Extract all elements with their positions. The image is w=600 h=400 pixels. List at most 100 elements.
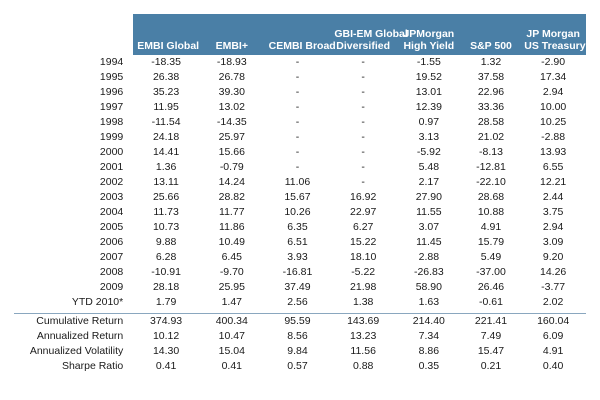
table-cell: -5.92 xyxy=(416,146,441,158)
row-label: Annualized Volatility xyxy=(29,345,124,357)
table-cell: 14.24 xyxy=(218,176,245,188)
table-cell: 26.46 xyxy=(477,281,505,293)
table-cell: - xyxy=(361,131,365,143)
table-cell: -2.90 xyxy=(541,56,566,68)
table-cell: -2.88 xyxy=(541,131,566,143)
table-cell: 28.68 xyxy=(477,191,505,203)
column-header: S&P 500 xyxy=(461,14,521,55)
summary-row: Annualized Return 10.12 10.47 8.56 13.23 7.34… xyxy=(14,329,586,344)
table-cell: 22.97 xyxy=(350,206,377,218)
table-cell: - xyxy=(295,56,300,68)
table-cell: 0.21 xyxy=(480,360,502,372)
row-label: 1995 xyxy=(99,71,124,83)
table-cell: -0.61 xyxy=(479,296,503,308)
row-label: 2008 xyxy=(99,266,124,278)
table-cell: 4.91 xyxy=(542,345,564,357)
table-cell: 13.11 xyxy=(153,176,179,188)
returns-table-container: EMBI Global EMBI+ CEMBI Broad GBI-EM Global… xyxy=(14,14,586,386)
table-cell: 3.13 xyxy=(418,131,440,143)
table-cell: 6.55 xyxy=(542,161,564,173)
table-cell: - xyxy=(361,56,365,68)
table-cell: -22.10 xyxy=(476,176,506,188)
table-cell: 2.88 xyxy=(418,251,440,263)
summary-row: Cumulative Return 374.93 400.34 95.59 143.69… xyxy=(14,313,586,329)
table-cell: - xyxy=(295,131,300,143)
table-cell: 10.88 xyxy=(477,206,505,218)
row-label: 1997 xyxy=(99,101,124,113)
table-row: 1999 24.18 25.97 - - 3.13 21.02 -2.88 xyxy=(14,130,586,145)
column-header: JPMorgan High Yield xyxy=(396,14,462,55)
column-header-line: US Treasury xyxy=(524,40,586,52)
table-cell: 1.63 xyxy=(418,296,440,308)
table-cell: 10.49 xyxy=(218,236,245,248)
column-header-line: GBI-EM Global xyxy=(334,28,408,40)
table-cell: 3.07 xyxy=(418,221,440,233)
column-header-line: JPMorgan xyxy=(403,28,455,40)
table-cell: 14.30 xyxy=(152,345,180,357)
table-cell: 11.95 xyxy=(153,101,179,113)
table-row: 2007 6.28 6.45 3.93 18.10 2.88 5.49 9.20 xyxy=(14,250,586,265)
row-label: YTD 2010* xyxy=(71,296,124,308)
row-label: 1998 xyxy=(99,116,124,128)
table-cell: - xyxy=(295,116,300,128)
table-cell: 1.38 xyxy=(352,296,374,308)
table-row: 1998 -11.54 -14.35 - - 0.97 28.58 10.25 xyxy=(14,115,586,130)
table-cell: 2.44 xyxy=(542,191,564,203)
table-cell: 6.27 xyxy=(352,221,374,233)
table-cell: 0.88 xyxy=(352,360,374,372)
returns-table: EMBI Global EMBI+ CEMBI Broad GBI-EM Global… xyxy=(14,14,586,374)
table-cell: 16.92 xyxy=(350,191,377,203)
table-cell: 14.41 xyxy=(152,146,180,158)
table-row: 1995 26.38 26.78 - - 19.52 37.58 17.34 xyxy=(14,70,586,85)
table-cell: 8.56 xyxy=(287,330,308,342)
summary-row: Sharpe Ratio 0.41 0.41 0.57 0.88 0.35 0.21 0.40 xyxy=(14,359,586,374)
table-cell: 400.34 xyxy=(198,313,265,329)
table-cell: -12.81 xyxy=(476,161,506,173)
table-cell: 39.30 xyxy=(218,86,245,98)
table-cell: 3.09 xyxy=(542,236,564,248)
table-cell: 21.98 xyxy=(350,281,377,293)
table-cell: 35.23 xyxy=(152,86,180,98)
table-cell: -8.13 xyxy=(479,146,503,158)
table-cell: 8.86 xyxy=(418,345,440,357)
column-header-line: EMBI+ xyxy=(215,40,248,52)
row-label: 2006 xyxy=(99,236,124,248)
table-cell: 11.55 xyxy=(416,206,442,218)
table-cell: -10.91 xyxy=(151,266,181,278)
table-cell: 12.21 xyxy=(540,176,567,188)
table-cell: 1.32 xyxy=(480,56,502,68)
table-cell: 17.34 xyxy=(540,71,567,83)
table-cell: 10.12 xyxy=(152,330,180,342)
table-cell: 28.82 xyxy=(218,191,245,203)
table-cell: 0.41 xyxy=(221,360,242,372)
table-cell: -18.93 xyxy=(216,56,247,68)
table-cell: 95.59 xyxy=(264,313,331,329)
column-header: EMBI Global xyxy=(133,14,199,55)
table-cell: 12.39 xyxy=(415,101,442,113)
table-cell: -37.00 xyxy=(476,266,506,278)
table-cell: 4.91 xyxy=(480,221,502,233)
table-cell: -5.22 xyxy=(351,266,376,278)
table-cell: 9.84 xyxy=(287,345,308,357)
table-cell: 1.47 xyxy=(221,296,242,308)
table-cell: -18.35 xyxy=(151,56,181,68)
table-cell: 11.73 xyxy=(153,206,179,218)
table-cell: 10.73 xyxy=(152,221,180,233)
table-cell: 2.94 xyxy=(542,86,564,98)
table-cell: 9.88 xyxy=(155,236,177,248)
table-cell: - xyxy=(361,176,365,188)
column-header: JP Morgan US Treasury xyxy=(520,14,586,55)
row-label: 2009 xyxy=(99,281,124,293)
table-cell: 6.51 xyxy=(287,236,308,248)
table-cell: 374.93 xyxy=(133,313,199,329)
summary-row: Annualized Volatility 14.30 15.04 9.84 11.56… xyxy=(14,344,586,359)
table-cell: - xyxy=(361,146,365,158)
row-label: Annualized Return xyxy=(36,330,124,342)
table-cell: -9.70 xyxy=(219,266,244,278)
table-row: 2008 -10.91 -9.70 -16.81 -5.22 -26.83 -37.00 14… xyxy=(14,265,586,280)
table-cell: 3.75 xyxy=(542,206,564,218)
table-cell: 11.86 xyxy=(219,221,245,233)
table-cell: -16.81 xyxy=(282,266,313,278)
table-cell: 15.79 xyxy=(477,236,505,248)
table-cell: - xyxy=(295,101,300,113)
